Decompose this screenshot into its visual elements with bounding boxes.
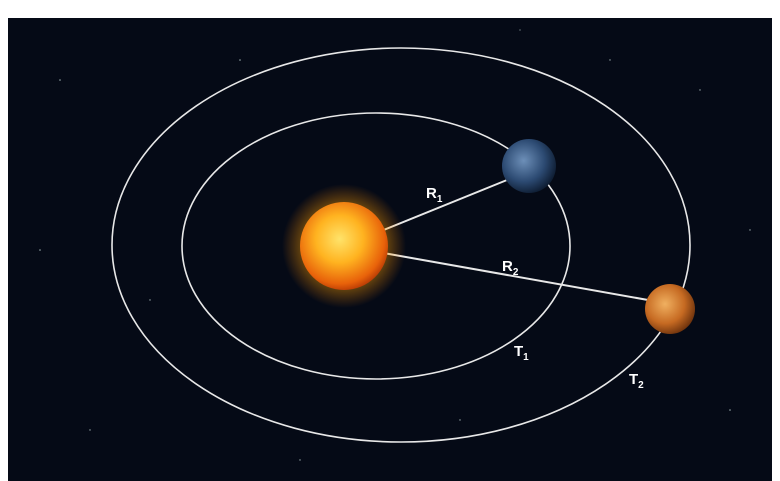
label-subscript: 2 xyxy=(638,380,644,391)
sun xyxy=(300,202,388,290)
label-letter: R xyxy=(426,185,437,202)
label-letter: T xyxy=(514,343,523,360)
outer-planet xyxy=(645,284,695,334)
diagram: R1 R2 T1 T2 xyxy=(0,0,780,481)
label-subscript: 1 xyxy=(437,194,443,205)
label-letter: T xyxy=(629,371,638,388)
page: R1 R2 T1 T2 xyxy=(0,0,780,481)
label-subscript: 2 xyxy=(513,267,519,278)
inner-planet xyxy=(502,139,556,193)
label-subscript: 1 xyxy=(523,352,529,363)
label-letter: R xyxy=(502,258,513,275)
